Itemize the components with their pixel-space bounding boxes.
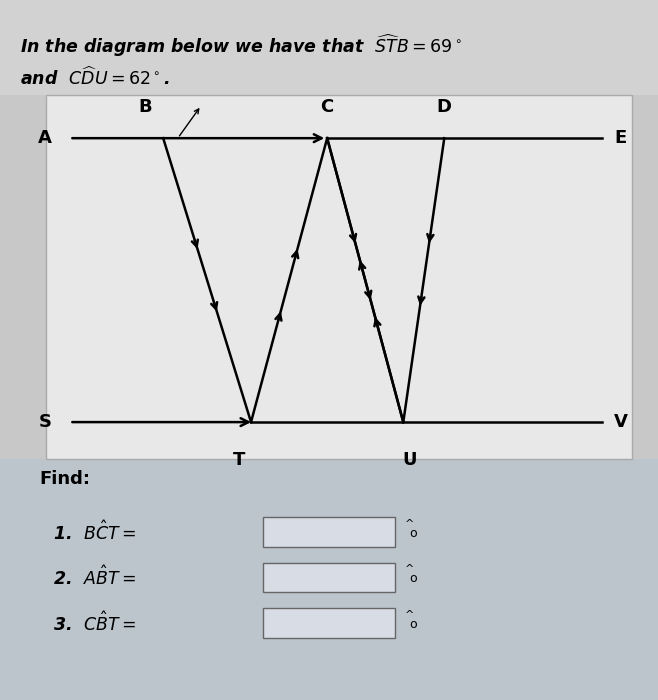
Text: T: T bbox=[233, 452, 245, 469]
Text: and  $C\widehat{D}U = 62^\circ$.: and $C\widehat{D}U = 62^\circ$. bbox=[20, 67, 170, 90]
Text: o: o bbox=[409, 573, 417, 585]
Text: 1.  $B\hat{C}T = $: 1. $B\hat{C}T = $ bbox=[53, 520, 136, 544]
Text: o: o bbox=[409, 527, 417, 540]
Text: V: V bbox=[614, 413, 628, 431]
Text: 2.  $A\hat{B}T = $: 2. $A\hat{B}T = $ bbox=[53, 566, 136, 589]
Text: 3.  $C\hat{B}T = $: 3. $C\hat{B}T = $ bbox=[53, 611, 136, 635]
FancyBboxPatch shape bbox=[46, 94, 632, 458]
FancyBboxPatch shape bbox=[263, 517, 395, 547]
Text: S: S bbox=[39, 413, 52, 431]
FancyBboxPatch shape bbox=[263, 608, 395, 638]
Text: ^: ^ bbox=[405, 519, 414, 528]
Text: ^: ^ bbox=[405, 564, 414, 574]
Text: B: B bbox=[139, 98, 153, 116]
Text: o: o bbox=[409, 618, 417, 631]
Text: A: A bbox=[38, 130, 52, 147]
Text: Find:: Find: bbox=[39, 470, 91, 489]
Text: ^: ^ bbox=[405, 610, 414, 620]
FancyBboxPatch shape bbox=[0, 0, 658, 94]
Text: In the diagram below we have that  $\widehat{ST}B = 69^\circ$: In the diagram below we have that $\wide… bbox=[20, 32, 461, 59]
Text: U: U bbox=[402, 452, 417, 469]
Text: D: D bbox=[437, 98, 452, 116]
FancyBboxPatch shape bbox=[263, 563, 395, 592]
Text: C: C bbox=[320, 98, 334, 116]
FancyBboxPatch shape bbox=[0, 458, 658, 700]
Text: E: E bbox=[614, 130, 626, 147]
